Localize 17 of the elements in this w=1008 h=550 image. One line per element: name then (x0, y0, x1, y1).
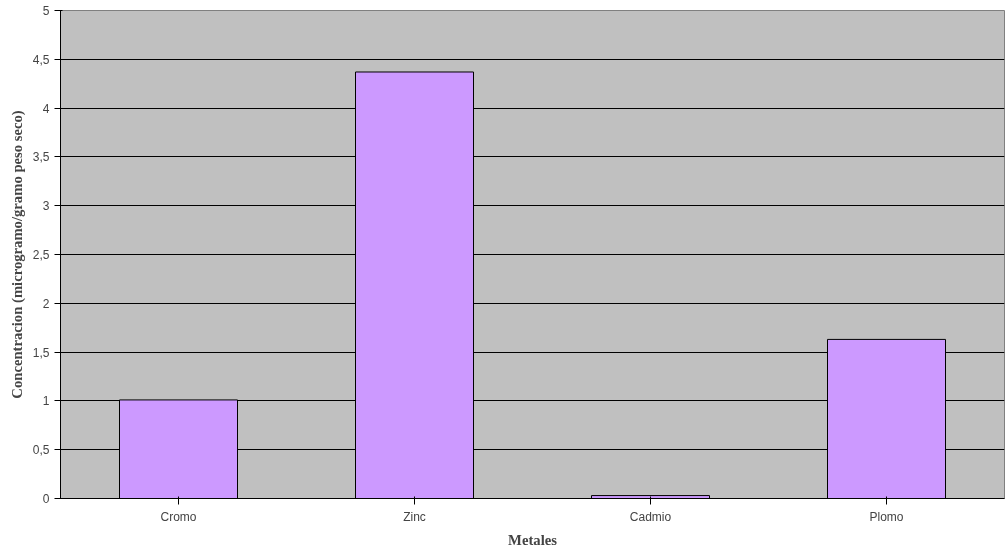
y-tick-label: 1,5 (32, 345, 50, 360)
y-tick-label: 2,5 (32, 248, 50, 262)
y-tick-label: 4 (42, 101, 50, 116)
x-axis-title: Metales (508, 531, 558, 548)
x-tick-label: Cadmio (629, 509, 672, 524)
y-tick-label: 2 (42, 296, 50, 311)
y-tick-label: 3,5 (32, 150, 50, 165)
y-tick-label: 5 (42, 4, 50, 18)
y-axis-title: Concentracion (microgramo/gramo peso seco) (8, 110, 26, 399)
y-tick-label: 0,5 (32, 443, 50, 458)
y-tick-label: 4,5 (32, 52, 50, 67)
x-tick-label: Cromo (160, 509, 197, 524)
y-tick-label: 0 (42, 492, 50, 506)
x-tick-label: Plomo (869, 509, 904, 524)
y-tick-label: 3 (42, 199, 50, 214)
x-tick-label: Zinc (403, 509, 426, 524)
y-tick-label: 1 (42, 394, 50, 409)
